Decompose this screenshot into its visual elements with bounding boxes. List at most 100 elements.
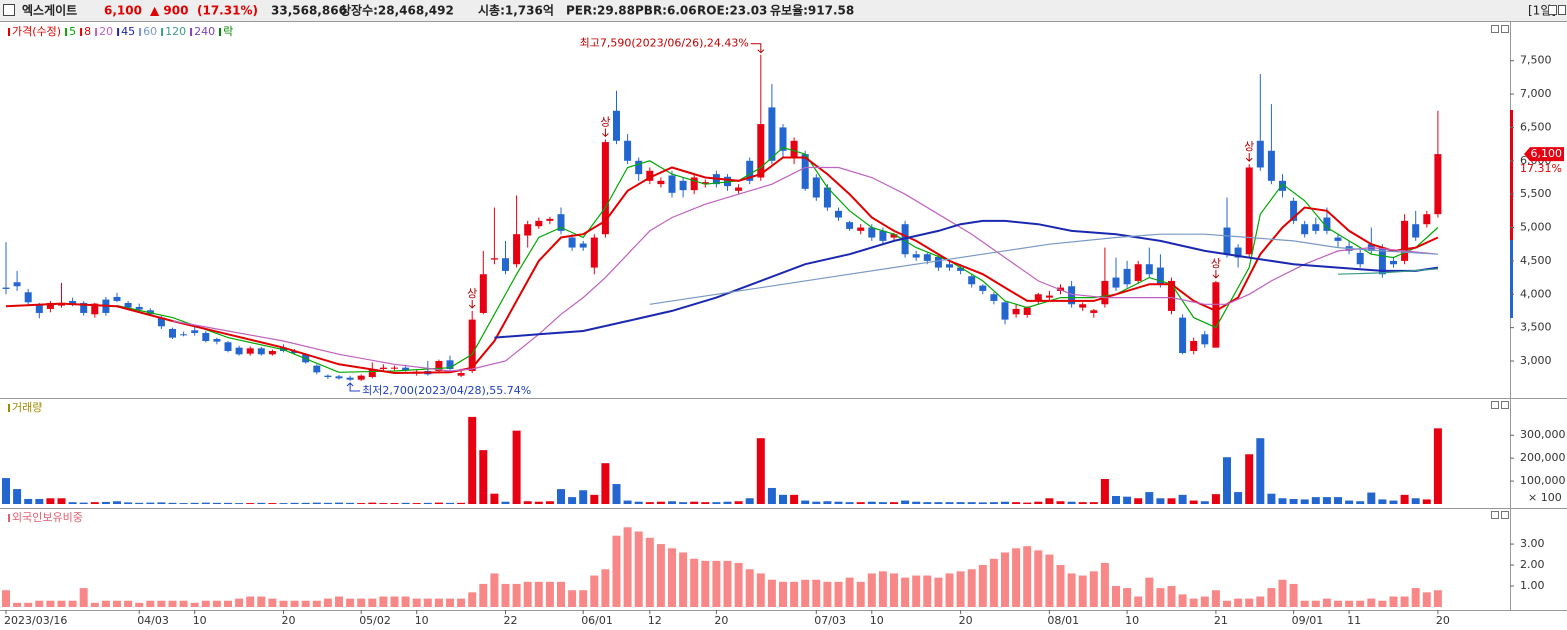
limit-up-arrow — [468, 299, 476, 309]
ratio-bar — [157, 600, 166, 607]
annotation: 최고7,590(2023/06/26),24.43% — [580, 37, 749, 50]
volume-bar — [412, 503, 421, 504]
volume-bar — [1078, 502, 1087, 504]
candle-body — [946, 264, 953, 268]
volume-bar — [1322, 497, 1331, 504]
candle-body — [1101, 280, 1109, 305]
y-tick-label: 4,000 — [1520, 287, 1552, 300]
candle-body — [124, 302, 132, 308]
volume-bar — [1100, 479, 1109, 504]
checkbox[interactable] — [3, 4, 15, 16]
candle-body — [479, 274, 487, 313]
volume-bar — [1267, 493, 1276, 504]
ratio-bar — [179, 600, 188, 607]
pane-icon[interactable] — [1491, 25, 1499, 33]
volume-bar — [568, 497, 577, 504]
candle-body — [191, 330, 199, 333]
ratio-bar — [712, 560, 721, 607]
ratio-bar — [57, 600, 66, 607]
stock-name: 엑스게이트 — [22, 3, 77, 18]
ratio-bar — [457, 598, 466, 607]
volume-bar — [468, 416, 477, 504]
legend-label: 락 — [223, 25, 233, 38]
volume-bar — [157, 502, 166, 504]
window-button[interactable] — [1558, 5, 1566, 15]
ratio-bar — [756, 573, 765, 607]
volume-bar — [257, 502, 266, 504]
last-price: 6,100 — [1531, 147, 1563, 160]
volume-bar — [767, 487, 776, 504]
x-tick-label: 11 — [1347, 614, 1361, 627]
ratio-bar — [434, 598, 443, 607]
ma-line — [494, 219, 1439, 339]
volume-bar — [1334, 497, 1342, 504]
pane-icon[interactable] — [1501, 511, 1509, 519]
volume-bar — [1145, 492, 1154, 504]
volume-bar — [790, 494, 799, 504]
ratio-bar — [912, 575, 921, 607]
ratio-bar — [1400, 596, 1409, 607]
y-tick-label: 4,500 — [1520, 254, 1552, 267]
volume-bar — [679, 502, 688, 504]
legend-swatch — [8, 514, 10, 522]
y-tick-label: 5,000 — [1520, 221, 1552, 234]
ratio-bar — [1356, 600, 1365, 607]
ratio-bar — [446, 598, 454, 607]
candle-body — [923, 254, 931, 261]
annotation-arrow — [750, 43, 765, 54]
legend-swatch — [161, 28, 164, 36]
candle-body — [46, 302, 54, 309]
ratio-bar — [1134, 596, 1143, 607]
volume-bar — [190, 502, 199, 504]
ratio-bar — [90, 602, 99, 607]
candle-body — [990, 294, 998, 301]
ratio-bar — [1378, 600, 1387, 607]
candle-body — [213, 338, 221, 342]
volume-bar — [146, 502, 155, 504]
y-tick-label: 3,500 — [1520, 321, 1552, 334]
ratio-bar — [590, 575, 599, 607]
ratio-bar — [679, 552, 688, 607]
ratio-bar — [246, 596, 255, 607]
limit-up-label: 상 — [1211, 257, 1221, 270]
volume-bar — [557, 489, 565, 504]
candle-body — [601, 142, 609, 235]
x-tick-label: 20 — [282, 614, 296, 627]
candle-body — [135, 306, 143, 310]
y-tick-label: 100,000 — [1520, 474, 1566, 487]
volume-bar — [57, 498, 66, 504]
candle-body — [1090, 310, 1098, 313]
ratio-bar — [135, 602, 144, 607]
volume-bar — [1001, 501, 1009, 504]
volume-bar — [690, 501, 699, 504]
candle-body — [268, 350, 276, 355]
candle-body — [402, 367, 410, 371]
market-cap: 시총:1,736억 — [478, 3, 554, 18]
ratio-bar — [1167, 586, 1176, 607]
ratio-bar — [1345, 600, 1354, 607]
candle-body — [624, 140, 632, 161]
window-button[interactable] — [1548, 5, 1557, 15]
volume-bar — [1167, 498, 1176, 504]
pane-icon[interactable] — [1501, 401, 1509, 409]
candle-body — [346, 377, 354, 380]
volume-bar — [723, 501, 732, 504]
candle-body — [1134, 264, 1142, 281]
volume-bar — [1056, 501, 1065, 504]
ma-line — [172, 166, 1438, 372]
ratio-bar — [890, 573, 898, 607]
pane-icon[interactable] — [1491, 401, 1499, 409]
ratio-bar — [956, 571, 965, 607]
pane-icon[interactable] — [1491, 511, 1499, 519]
ma-line — [5, 156, 1439, 375]
volume-bar — [13, 489, 22, 504]
volume-bar — [1067, 501, 1076, 504]
volume-bar — [512, 430, 521, 504]
candle-body — [502, 258, 509, 271]
ratio-bar — [423, 598, 432, 607]
ratio-bar — [1267, 588, 1276, 607]
pane-icon[interactable] — [1501, 25, 1509, 33]
volume-bar — [1045, 498, 1054, 504]
legend-swatch — [80, 28, 83, 36]
candle-body — [746, 160, 754, 181]
